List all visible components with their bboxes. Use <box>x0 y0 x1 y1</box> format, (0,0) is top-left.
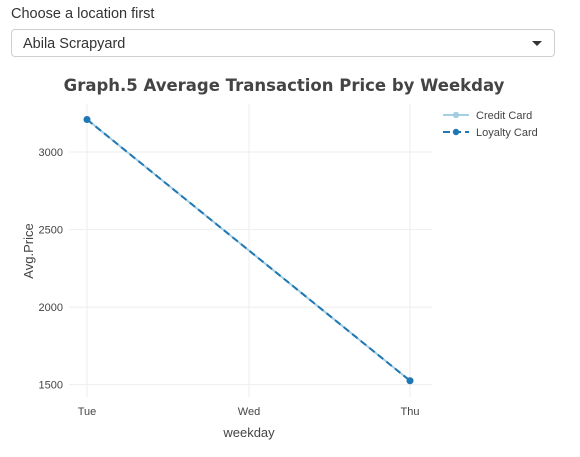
y-tick-label: 2500 <box>39 225 63 237</box>
series-line-loyalty-card <box>86 118 411 382</box>
x-tick-label: Thu <box>401 406 420 418</box>
data-point <box>83 116 91 124</box>
caret-down-icon[interactable] <box>532 41 542 46</box>
y-tick-label: 1500 <box>39 380 63 392</box>
legend-swatch-marker <box>452 128 460 136</box>
chart-title: Graph.5 Average Transaction Price by Wee… <box>64 76 505 95</box>
y-tick-label: 3000 <box>39 147 63 159</box>
y-tick-label: 2000 <box>39 302 63 314</box>
x-tick-label: Tue <box>78 406 97 418</box>
location-select[interactable]: Abila Scrapyard <box>11 29 555 57</box>
location-label: Choose a location first <box>11 6 155 22</box>
x-tick-label: Wed <box>238 406 260 418</box>
location-select-value: Abila Scrapyard <box>23 36 126 52</box>
y-axis-label: Avg.Price <box>21 223 36 278</box>
legend-label: Loyalty Card <box>476 127 538 139</box>
x-axis-label: weekday <box>222 425 275 440</box>
data-point <box>406 377 414 385</box>
legend-swatch-marker <box>452 111 460 119</box>
legend-label: Credit Card <box>476 110 532 122</box>
